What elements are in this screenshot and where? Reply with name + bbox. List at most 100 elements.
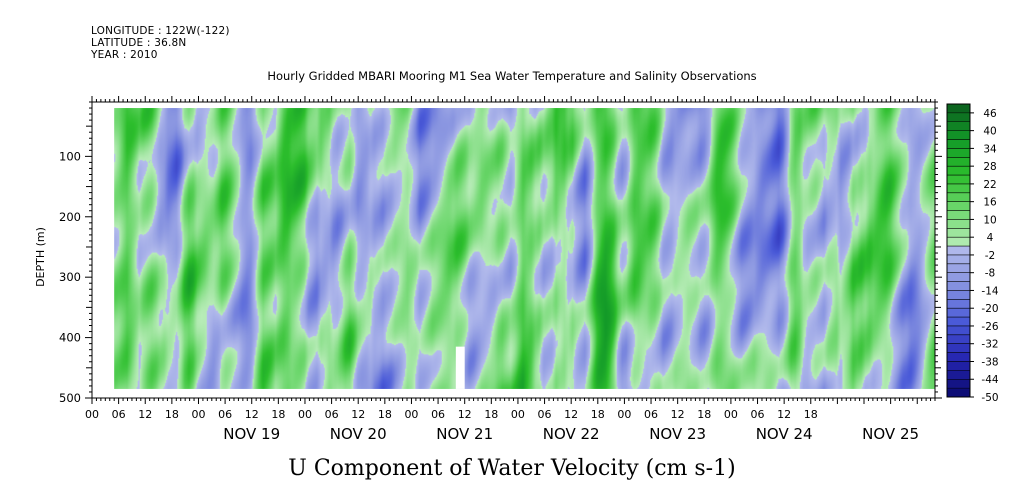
- x-hour-tick-label: 12: [351, 408, 365, 421]
- colorbar: 46 40 34 28 22 16 10 4 -2 -8 -14 -20 -26 -32 -38 -44 -50: [946, 103, 999, 404]
- colorbar-segment: [947, 325, 970, 336]
- latitude-label: LATITUDE : 36.8N: [91, 37, 187, 49]
- longitude-label: LONGITUDE : 122W(-122): [91, 25, 230, 37]
- colorbar-segment: [947, 317, 970, 327]
- y-axis-label: DEPTH (m): [34, 227, 47, 287]
- x-hour-tick-label: 00: [404, 408, 418, 421]
- colorbar-segment: [947, 379, 970, 389]
- colorbar-segment: [947, 237, 970, 247]
- x-hour-tick-label: 12: [777, 408, 791, 421]
- velocity-heatmap: [114, 108, 936, 389]
- colorbar-segment: [947, 246, 970, 256]
- x-hour-tick-label: 12: [138, 408, 152, 421]
- x-hour-tick-label: 00: [511, 408, 525, 421]
- colorbar-label: -2: [985, 250, 995, 262]
- colorbar-segment: [947, 281, 970, 291]
- x-hour-tick-label: 06: [325, 408, 339, 421]
- colorbar-segment: [947, 272, 970, 283]
- x-hour-tick-label: 18: [378, 408, 392, 421]
- colorbar-label: -44: [981, 374, 998, 386]
- colorbar-segment: [947, 334, 970, 345]
- colorbar-segment: [947, 228, 970, 238]
- colorbar-label: -20: [981, 303, 998, 315]
- colorbar-segment: [947, 361, 970, 371]
- x-hour-tick-label: 00: [724, 408, 738, 421]
- x-hour-tick-label: 18: [484, 408, 498, 421]
- x-day-label: NOV 23: [649, 425, 706, 443]
- x-hour-tick-label: 12: [564, 408, 578, 421]
- colorbar-segment: [947, 290, 970, 300]
- x-hour-tick-label: 12: [671, 408, 685, 421]
- colorbar-segment: [947, 104, 970, 114]
- y-tick-label: 400: [59, 331, 81, 345]
- colorbar-segment: [947, 112, 970, 123]
- x-axis: 00 06 12 18 00 06 12 18 00 06 12 18 00 06 12 18 00 06 12 18…: [85, 96, 936, 443]
- x-hour-tick-label: 06: [644, 408, 658, 421]
- colorbar-segment: [947, 352, 970, 362]
- y-tick-label: 300: [59, 270, 81, 284]
- colorbar-segment: [947, 166, 970, 176]
- x-hour-tick-label: 00: [191, 408, 205, 421]
- colorbar-label: -8: [985, 268, 995, 280]
- colorbar-segment: [947, 388, 970, 398]
- colorbar-label: 40: [983, 126, 996, 138]
- x-hour-tick-label: 06: [112, 408, 126, 421]
- colorbar-segment: [947, 121, 970, 132]
- x-hour-tick-label: 12: [245, 408, 259, 421]
- x-day-label: NOV 21: [436, 425, 493, 443]
- x-hour-tick-label: 00: [85, 408, 99, 421]
- colorbar-segment: [947, 139, 970, 149]
- colorbar-label: 28: [983, 161, 996, 173]
- colorbar-label: 46: [983, 108, 997, 120]
- chart-title: Hourly Gridded MBARI Mooring M1 Sea Wate…: [267, 69, 756, 83]
- colorbar-label: 10: [983, 214, 996, 226]
- x-day-label: NOV 22: [543, 425, 600, 443]
- colorbar-label: 22: [983, 179, 996, 191]
- colorbar-segment: [947, 263, 970, 274]
- colorbar-segment: [947, 219, 970, 229]
- y-axis: 100 200 300 400 500: [59, 101, 942, 405]
- colorbar-segment: [947, 175, 970, 185]
- colorbar-segment: [947, 210, 970, 220]
- x-hour-tick-label: 18: [697, 408, 711, 421]
- colorbar-segment: [947, 370, 970, 380]
- colorbar-label: 16: [983, 197, 997, 209]
- x-hour-tick-label: 00: [298, 408, 312, 421]
- x-hour-tick-label: 18: [591, 408, 605, 421]
- x-hour-tick-label: 06: [431, 408, 445, 421]
- x-day-label: NOV 24: [756, 425, 813, 443]
- x-hour-tick-label: 18: [165, 408, 179, 421]
- colorbar-segment: [947, 148, 970, 158]
- heatmap-area: [91, 101, 936, 399]
- colorbar-segment: [947, 157, 970, 167]
- colorbar-label: 4: [987, 232, 994, 244]
- x-day-label: NOV 25: [862, 425, 919, 443]
- x-hour-tick-label: 06: [751, 408, 765, 421]
- colorbar-label: -50: [981, 392, 998, 404]
- x-hour-tick-label: 18: [271, 408, 285, 421]
- y-tick-label: 500: [59, 391, 81, 405]
- colorbar-label: 34: [983, 143, 997, 155]
- colorbar-segment: [947, 343, 970, 354]
- x-hour-tick-label: 06: [538, 408, 552, 421]
- x-day-label: NOV 20: [330, 425, 387, 443]
- y-tick-label: 100: [59, 149, 81, 163]
- colorbar-segment: [947, 130, 970, 141]
- colorbar-segment: [947, 308, 970, 318]
- colorbar-segment: [947, 183, 970, 194]
- x-hour-tick-label: 06: [218, 408, 232, 421]
- colorbar-segment: [947, 299, 970, 309]
- x-hour-tick-label: 12: [458, 408, 472, 421]
- x-day-label: NOV 19: [223, 425, 280, 443]
- colorbar-label: -14: [981, 285, 998, 297]
- colorbar-label: -32: [981, 339, 998, 351]
- colorbar-label: -38: [981, 356, 998, 368]
- x-hour-tick-label: 18: [804, 408, 818, 421]
- colorbar-label: -26: [981, 321, 998, 333]
- missing-data-gap: [455, 346, 465, 389]
- x-hour-tick-label: 00: [617, 408, 631, 421]
- colorbar-segment: [947, 201, 970, 212]
- y-tick-label: 200: [59, 210, 81, 224]
- year-label: YEAR : 2010: [91, 49, 158, 61]
